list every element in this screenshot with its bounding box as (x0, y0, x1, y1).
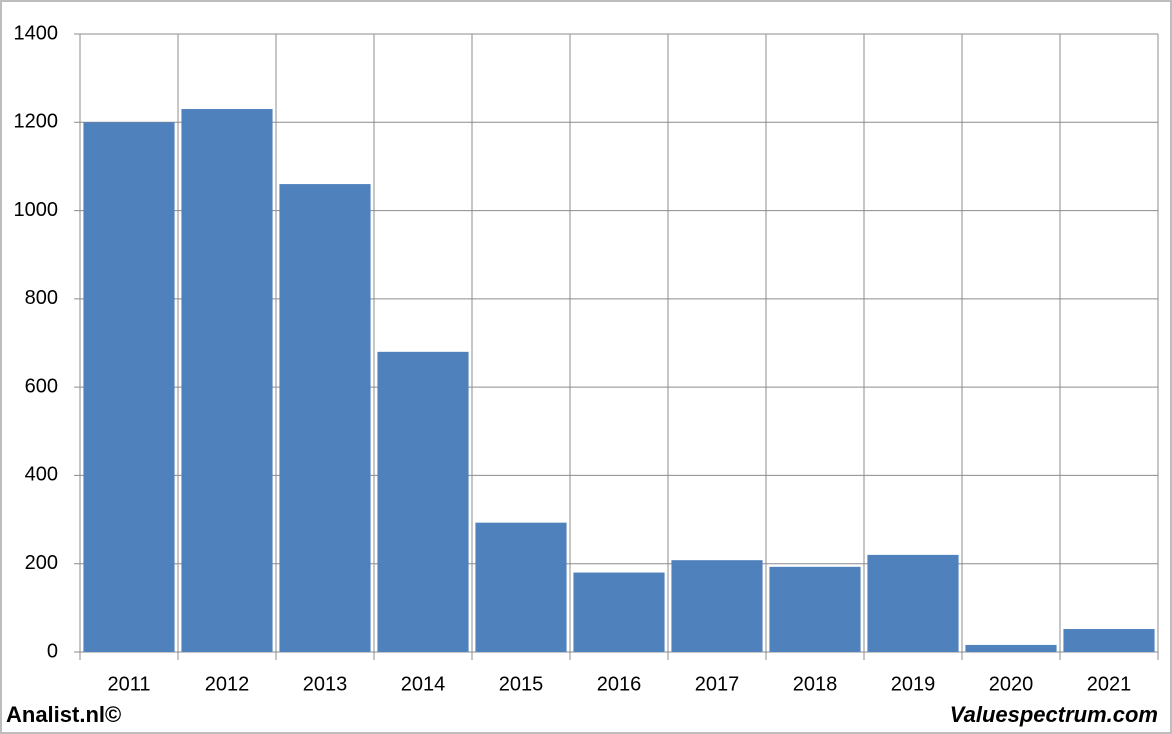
y-tick-label: 1000 (14, 199, 59, 221)
bar (279, 184, 371, 653)
x-tick-label: 2021 (1087, 673, 1132, 695)
bar (181, 109, 273, 653)
bar (1063, 629, 1155, 652)
x-tick-label: 2018 (793, 673, 838, 695)
x-tick-label: 2020 (989, 673, 1034, 695)
bar (573, 572, 665, 652)
x-tick-label: 2014 (401, 673, 446, 695)
y-tick-label: 1200 (14, 111, 59, 133)
y-tick-label: 1400 (14, 22, 59, 44)
x-tick-label: 2016 (597, 673, 642, 695)
bar (671, 560, 763, 652)
y-tick-label: 0 (47, 640, 58, 662)
bar (83, 122, 175, 653)
x-tick-label: 2019 (891, 673, 936, 695)
x-tick-label: 2015 (499, 673, 544, 695)
x-tick-label: 2012 (205, 673, 250, 695)
x-tick-label: 2011 (107, 673, 150, 695)
bar (377, 351, 469, 652)
y-tick-label: 600 (25, 375, 58, 397)
bar (475, 522, 567, 652)
x-tick-label: 2013 (303, 673, 348, 695)
y-tick-label: 800 (25, 287, 58, 309)
bar (965, 644, 1057, 652)
y-tick-label: 400 (25, 464, 58, 486)
source-left: Analist.nl© (6, 702, 121, 727)
bar (867, 554, 959, 652)
source-right: Valuespectrum.com (950, 702, 1158, 727)
x-tick-label: 2017 (695, 673, 740, 695)
y-tick-label: 200 (25, 552, 58, 574)
bar (769, 566, 861, 652)
